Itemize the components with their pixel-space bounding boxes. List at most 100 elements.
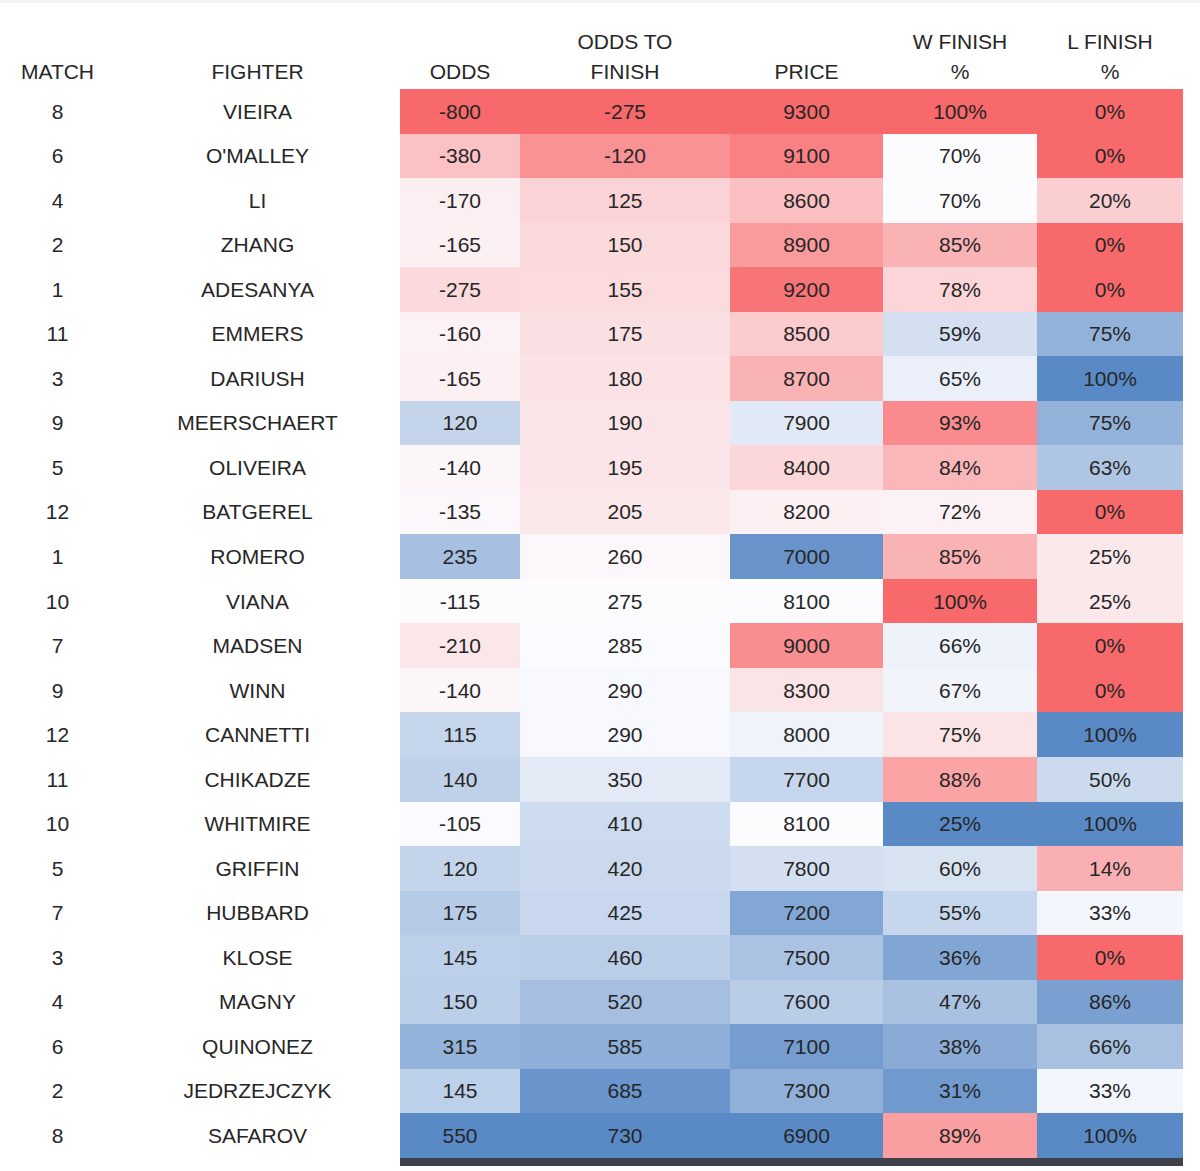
cell-odds[interactable]: 550 xyxy=(400,1113,520,1158)
column-header-price[interactable]: PRICE xyxy=(730,57,883,87)
cell-w_finish[interactable]: 89% xyxy=(883,1113,1037,1158)
cell-fighter[interactable]: MADSEN xyxy=(115,623,400,668)
cell-price[interactable]: 8300 xyxy=(730,668,883,713)
cell-odds_to_finish[interactable]: 180 xyxy=(520,356,730,401)
cell-l_finish[interactable]: 0% xyxy=(1037,89,1183,134)
cell-w_finish[interactable]: 65% xyxy=(883,356,1037,401)
cell-odds[interactable]: -140 xyxy=(400,668,520,713)
cell-odds_to_finish[interactable]: 420 xyxy=(520,846,730,891)
cell-match[interactable]: 7 xyxy=(0,623,115,668)
cell-odds_to_finish[interactable]: 150 xyxy=(520,223,730,268)
cell-price[interactable]: 7200 xyxy=(730,891,883,936)
cell-l_finish[interactable]: 100% xyxy=(1037,1113,1183,1158)
cell-l_finish[interactable]: 20% xyxy=(1037,178,1183,223)
cell-odds[interactable]: -115 xyxy=(400,579,520,624)
cell-fighter[interactable]: CANNETTI xyxy=(115,712,400,757)
cell-odds[interactable]: -275 xyxy=(400,267,520,312)
cell-l_finish[interactable]: 0% xyxy=(1037,267,1183,312)
cell-fighter[interactable]: CHIKADZE xyxy=(115,757,400,802)
cell-match[interactable]: 6 xyxy=(0,134,115,179)
cell-fighter[interactable]: LI xyxy=(115,178,400,223)
cell-price[interactable]: 7600 xyxy=(730,980,883,1025)
cell-l_finish[interactable]: 33% xyxy=(1037,1069,1183,1114)
cell-match[interactable]: 5 xyxy=(0,846,115,891)
cell-w_finish[interactable]: 85% xyxy=(883,223,1037,268)
cell-match[interactable]: 4 xyxy=(0,980,115,1025)
cell-odds_to_finish[interactable]: 285 xyxy=(520,623,730,668)
cell-fighter[interactable]: VIEIRA xyxy=(115,89,400,134)
cell-w_finish[interactable]: 25% xyxy=(883,802,1037,847)
cell-l_finish[interactable]: 0% xyxy=(1037,935,1183,980)
cell-l_finish[interactable]: 63% xyxy=(1037,445,1183,490)
cell-odds[interactable]: -140 xyxy=(400,445,520,490)
cell-w_finish[interactable]: 93% xyxy=(883,401,1037,446)
cell-price[interactable]: 7500 xyxy=(730,935,883,980)
cell-odds_to_finish[interactable]: 175 xyxy=(520,312,730,357)
cell-price[interactable]: 9100 xyxy=(730,134,883,179)
cell-match[interactable]: 5 xyxy=(0,445,115,490)
cell-odds_to_finish[interactable]: 520 xyxy=(520,980,730,1025)
cell-odds[interactable]: 150 xyxy=(400,980,520,1025)
cell-l_finish[interactable]: 25% xyxy=(1037,579,1183,624)
cell-match[interactable]: 7 xyxy=(0,891,115,936)
cell-price[interactable]: 8900 xyxy=(730,223,883,268)
cell-match[interactable]: 9 xyxy=(0,668,115,713)
cell-match[interactable]: 3 xyxy=(0,935,115,980)
cell-odds_to_finish[interactable]: -120 xyxy=(520,134,730,179)
cell-odds_to_finish[interactable]: -275 xyxy=(520,89,730,134)
cell-match[interactable]: 8 xyxy=(0,89,115,134)
cell-w_finish[interactable]: 88% xyxy=(883,757,1037,802)
cell-l_finish[interactable]: 100% xyxy=(1037,712,1183,757)
cell-l_finish[interactable]: 33% xyxy=(1037,891,1183,936)
cell-fighter[interactable]: HUBBARD xyxy=(115,891,400,936)
cell-price[interactable]: 9300 xyxy=(730,89,883,134)
cell-match[interactable]: 3 xyxy=(0,356,115,401)
cell-match[interactable]: 10 xyxy=(0,802,115,847)
cell-fighter[interactable]: ADESANYA xyxy=(115,267,400,312)
cell-l_finish[interactable]: 75% xyxy=(1037,312,1183,357)
cell-l_finish[interactable]: 86% xyxy=(1037,980,1183,1025)
cell-l_finish[interactable]: 14% xyxy=(1037,846,1183,891)
cell-l_finish[interactable]: 25% xyxy=(1037,534,1183,579)
cell-l_finish[interactable]: 50% xyxy=(1037,757,1183,802)
cell-fighter[interactable]: ZHANG xyxy=(115,223,400,268)
cell-odds_to_finish[interactable]: 290 xyxy=(520,668,730,713)
column-header-fighter[interactable]: FIGHTER xyxy=(115,57,400,87)
cell-price[interactable]: 9000 xyxy=(730,623,883,668)
cell-w_finish[interactable]: 31% xyxy=(883,1069,1037,1114)
cell-odds[interactable]: 120 xyxy=(400,401,520,446)
cell-fighter[interactable]: EMMERS xyxy=(115,312,400,357)
cell-price[interactable]: 7100 xyxy=(730,1024,883,1069)
cell-w_finish[interactable]: 70% xyxy=(883,134,1037,179)
cell-odds_to_finish[interactable]: 730 xyxy=(520,1113,730,1158)
cell-l_finish[interactable]: 66% xyxy=(1037,1024,1183,1069)
cell-odds[interactable]: -105 xyxy=(400,802,520,847)
cell-w_finish[interactable]: 55% xyxy=(883,891,1037,936)
cell-odds_to_finish[interactable]: 585 xyxy=(520,1024,730,1069)
cell-l_finish[interactable]: 100% xyxy=(1037,356,1183,401)
cell-match[interactable]: 2 xyxy=(0,1069,115,1114)
cell-fighter[interactable]: MAGNY xyxy=(115,980,400,1025)
cell-l_finish[interactable]: 0% xyxy=(1037,134,1183,179)
cell-w_finish[interactable]: 75% xyxy=(883,712,1037,757)
cell-w_finish[interactable]: 84% xyxy=(883,445,1037,490)
cell-price[interactable]: 8600 xyxy=(730,178,883,223)
cell-l_finish[interactable]: 0% xyxy=(1037,623,1183,668)
cell-match[interactable]: 11 xyxy=(0,757,115,802)
cell-fighter[interactable]: BATGEREL xyxy=(115,490,400,535)
cell-odds[interactable]: -160 xyxy=(400,312,520,357)
cell-fighter[interactable]: VIANA xyxy=(115,579,400,624)
cell-match[interactable]: 1 xyxy=(0,534,115,579)
cell-odds[interactable]: 140 xyxy=(400,757,520,802)
cell-w_finish[interactable]: 100% xyxy=(883,89,1037,134)
cell-odds[interactable]: -165 xyxy=(400,223,520,268)
cell-l_finish[interactable]: 0% xyxy=(1037,668,1183,713)
cell-w_finish[interactable]: 72% xyxy=(883,490,1037,535)
cell-odds_to_finish[interactable]: 410 xyxy=(520,802,730,847)
cell-w_finish[interactable]: 78% xyxy=(883,267,1037,312)
cell-odds_to_finish[interactable]: 260 xyxy=(520,534,730,579)
cell-price[interactable]: 9200 xyxy=(730,267,883,312)
cell-odds[interactable]: 145 xyxy=(400,1069,520,1114)
cell-price[interactable]: 7000 xyxy=(730,534,883,579)
cell-l_finish[interactable]: 75% xyxy=(1037,401,1183,446)
